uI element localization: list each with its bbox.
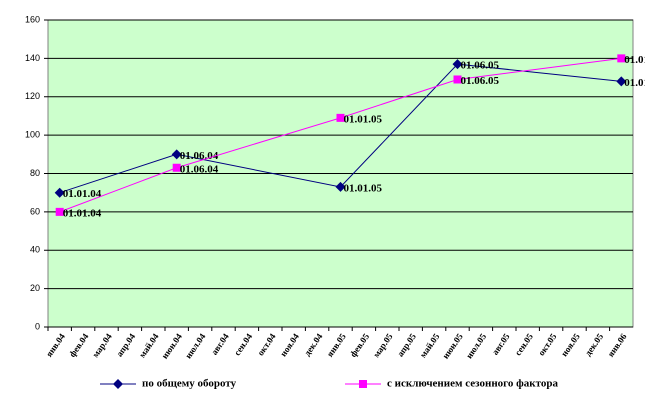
x-tick-label: фев.04 (67, 331, 91, 359)
marker (336, 113, 345, 122)
x-tick-label: сен.04 (232, 331, 255, 357)
x-tick-label: дек.04 (302, 331, 325, 358)
x-tick-label: апр.04 (114, 331, 137, 358)
y-tick-label: 100 (25, 130, 40, 140)
x-tick-label: авг.04 (209, 331, 231, 357)
x-tick-label: окт.05 (536, 331, 559, 357)
data-label: 01.06.05 (461, 60, 500, 72)
y-tick-label: 160 (25, 14, 40, 24)
x-tick-label: май.05 (418, 331, 442, 359)
data-label: 01.01.06 (624, 77, 645, 89)
x-tick-label: ноя.04 (278, 331, 301, 358)
data-label: 01.01.05 (344, 113, 383, 125)
x-tick-label: июл.05 (464, 331, 489, 360)
x-tick-label: июл.04 (183, 331, 208, 360)
y-tick-label: 60 (30, 206, 40, 216)
data-label: 01.01.04 (63, 207, 102, 219)
x-tick-label: май.04 (137, 331, 161, 359)
y-tick-label: 20 (30, 283, 40, 293)
marker (335, 181, 346, 192)
x-tick-label: янв.05 (325, 331, 348, 359)
x-tick-label: мар.04 (90, 331, 114, 359)
x-tick-label: июн.04 (159, 331, 184, 360)
y-tick-label: 40 (30, 245, 40, 255)
y-tick-label: 0 (35, 321, 40, 331)
legend-item: с исключением сезонного фактора (345, 378, 558, 390)
legend-label: с исключением сезонного фактора (387, 378, 558, 390)
x-tick-label: мар.05 (371, 331, 395, 359)
legend-item: по общему обороту (100, 378, 237, 390)
marker (617, 54, 626, 63)
x-tick-label: сен.05 (513, 331, 536, 357)
x-tick-label: фев.05 (348, 331, 372, 359)
marker (55, 207, 64, 216)
y-tick-label: 80 (30, 168, 40, 178)
y-tick-label: 140 (25, 53, 40, 63)
x-tick-label: авг.05 (490, 331, 512, 357)
marker (453, 75, 462, 84)
x-tick-label: янв.04 (44, 331, 67, 359)
data-label: 01.06.05 (461, 75, 500, 87)
y-tick-label: 120 (25, 91, 40, 101)
legend-marker (359, 380, 367, 388)
x-tick-label: июн.05 (440, 331, 465, 360)
marker (616, 76, 627, 87)
data-label: 01.01.06 (624, 54, 645, 66)
legend-marker (113, 379, 123, 389)
legend-label: по общему обороту (142, 378, 237, 390)
x-tick-label: окт.04 (255, 331, 278, 357)
marker (172, 163, 181, 172)
marker (54, 187, 65, 198)
data-label: 01.01.05 (344, 182, 383, 194)
x-tick-label: апр.05 (395, 331, 418, 358)
marker (452, 59, 463, 70)
x-tick-label: ноя.05 (559, 331, 582, 358)
x-tick-label: янв.06 (605, 331, 628, 359)
data-label: 01.06.04 (180, 150, 219, 162)
x-tick-label: дек.05 (583, 331, 606, 358)
data-label: 01.06.04 (180, 163, 219, 175)
data-label: 01.01.04 (63, 188, 102, 200)
marker (171, 149, 182, 160)
